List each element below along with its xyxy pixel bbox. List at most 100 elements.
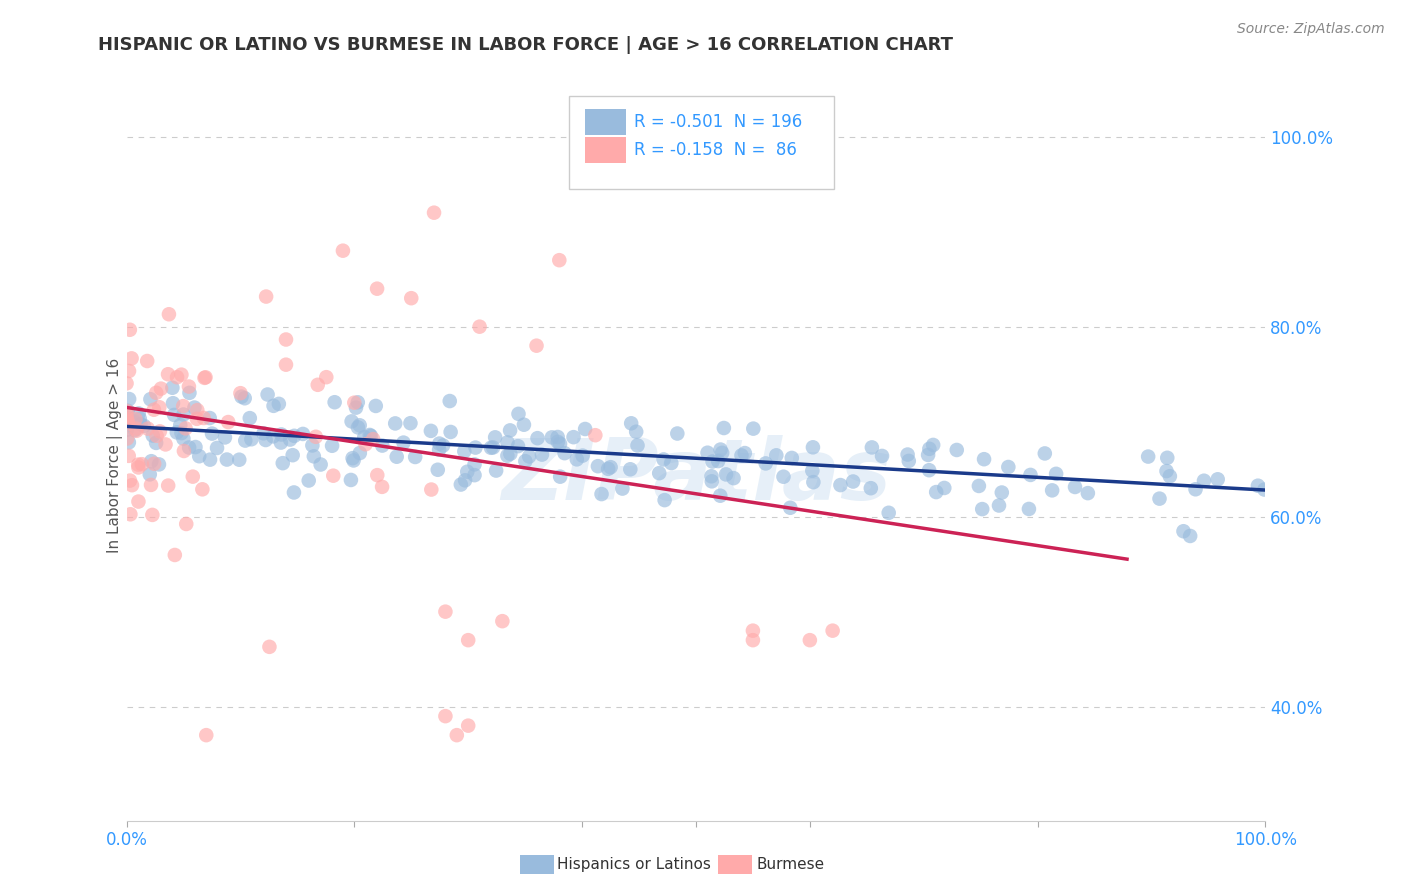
Point: [343, 395, 366, 409]
Point: [118, 435, 141, 450]
Point: [315, 370, 337, 384]
Point: [547, 434, 569, 449]
Point: [842, 475, 865, 489]
Point: [117, 417, 139, 431]
Point: [506, 439, 529, 453]
Point: [125, 422, 148, 436]
Point: [780, 450, 803, 465]
Point: [278, 433, 301, 447]
Point: [157, 478, 180, 492]
Point: [262, 429, 284, 443]
Point: [463, 458, 485, 472]
Point: [128, 411, 150, 425]
Point: [229, 386, 252, 401]
Point: [166, 370, 188, 384]
Point: [239, 411, 262, 425]
Point: [419, 424, 441, 438]
Point: [591, 487, 613, 501]
Point: [174, 516, 197, 531]
Point: [457, 719, 479, 733]
Point: [897, 454, 920, 468]
Point: [517, 450, 540, 464]
Point: [321, 439, 343, 453]
Point: [599, 460, 621, 475]
Point: [1156, 450, 1178, 465]
Point: [283, 429, 305, 443]
Point: [128, 406, 150, 420]
Point: [945, 442, 967, 457]
Point: [142, 402, 165, 417]
Point: [270, 435, 292, 450]
Point: [177, 379, 200, 393]
Point: [709, 442, 731, 457]
Point: [124, 415, 146, 429]
Point: [118, 449, 141, 463]
Point: [432, 438, 454, 452]
Point: [186, 412, 208, 426]
Point: [384, 417, 406, 431]
Point: [118, 364, 141, 378]
Point: [371, 439, 394, 453]
Point: [127, 494, 149, 508]
Point: [309, 458, 332, 472]
Y-axis label: In Labor Force | Age > 16: In Labor Force | Age > 16: [107, 358, 124, 552]
Point: [620, 417, 643, 431]
Text: Hispanics or Latinos: Hispanics or Latinos: [557, 857, 710, 871]
Point: [654, 493, 676, 508]
Point: [624, 425, 647, 439]
Point: [188, 449, 211, 463]
Point: [468, 319, 491, 334]
Point: [256, 387, 278, 401]
Point: [142, 428, 165, 442]
Point: [201, 426, 224, 441]
Point: [1033, 446, 1056, 460]
Point: [1040, 483, 1063, 498]
Point: [172, 432, 194, 446]
Point: [342, 451, 364, 466]
Point: [803, 475, 825, 490]
Point: [371, 480, 394, 494]
Point: [155, 437, 177, 451]
Point: [404, 450, 426, 464]
Point: [713, 421, 735, 435]
Point: [254, 433, 277, 447]
Point: [734, 446, 756, 460]
Point: [148, 401, 170, 415]
Point: [145, 436, 167, 450]
Point: [626, 438, 648, 452]
Point: [349, 418, 371, 433]
Point: [118, 392, 141, 406]
Point: [139, 392, 162, 407]
Point: [988, 499, 1011, 513]
Point: [484, 430, 506, 444]
Point: [191, 483, 214, 497]
Text: Burmese: Burmese: [756, 857, 824, 871]
Point: [991, 485, 1014, 500]
Point: [821, 624, 844, 638]
Point: [361, 432, 384, 446]
Point: [323, 395, 346, 409]
Point: [707, 454, 730, 468]
Point: [354, 437, 377, 451]
Point: [700, 475, 723, 489]
Point: [967, 479, 990, 493]
Point: [1178, 529, 1201, 543]
Point: [193, 371, 215, 385]
Point: [491, 614, 513, 628]
Point: [233, 434, 256, 448]
Point: [427, 436, 450, 450]
Point: [281, 448, 304, 462]
Point: [554, 446, 576, 460]
Point: [859, 481, 882, 495]
Point: [450, 477, 472, 491]
Point: [136, 354, 159, 368]
Point: [426, 463, 449, 477]
Point: [145, 429, 167, 443]
Point: [454, 473, 477, 487]
Point: [186, 403, 208, 417]
Point: [702, 454, 724, 468]
Point: [1156, 464, 1178, 478]
Point: [169, 418, 191, 433]
Point: [439, 425, 461, 439]
Point: [1137, 450, 1160, 464]
